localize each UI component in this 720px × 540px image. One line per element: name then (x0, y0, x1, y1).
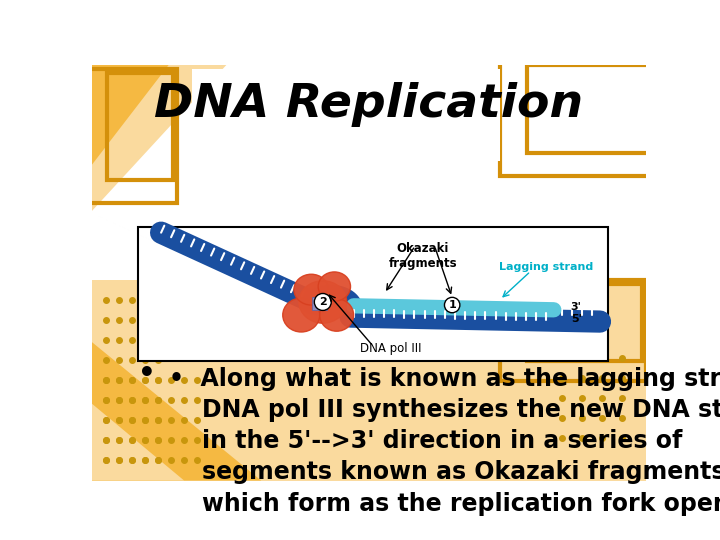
Bar (500, 280, 647, 381)
Text: •  Along what is known as the lagging strand,
    DNA pol III synthesizes the ne: • Along what is known as the lagging str… (168, 367, 720, 516)
Bar (500, 61, 654, 177)
Circle shape (315, 293, 331, 310)
Polygon shape (92, 403, 184, 481)
Circle shape (444, 298, 460, 313)
Polygon shape (92, 65, 227, 211)
Polygon shape (92, 65, 168, 165)
Bar (138, 226, 608, 361)
Bar (192, 69, 500, 161)
Ellipse shape (299, 281, 346, 323)
Text: 3': 3' (571, 302, 582, 312)
Ellipse shape (320, 299, 354, 331)
Text: DNA Replication: DNA Replication (154, 82, 584, 127)
Bar (500, 280, 647, 481)
Bar (84, 69, 176, 204)
Bar (527, 284, 642, 361)
Ellipse shape (318, 272, 351, 301)
Ellipse shape (283, 298, 320, 332)
Bar (312, 298, 328, 309)
Bar (107, 72, 173, 180)
Polygon shape (92, 342, 261, 481)
Text: Lagging strand: Lagging strand (499, 261, 593, 272)
Text: DNA pol III: DNA pol III (360, 342, 421, 355)
Bar (92, 280, 647, 481)
Text: 5': 5' (571, 314, 582, 324)
Text: Okazaki
fragments: Okazaki fragments (389, 242, 457, 270)
Ellipse shape (294, 274, 328, 305)
Bar (527, 65, 650, 153)
Text: 2: 2 (319, 297, 327, 307)
Text: •: • (138, 360, 156, 388)
Text: 1: 1 (449, 300, 456, 310)
